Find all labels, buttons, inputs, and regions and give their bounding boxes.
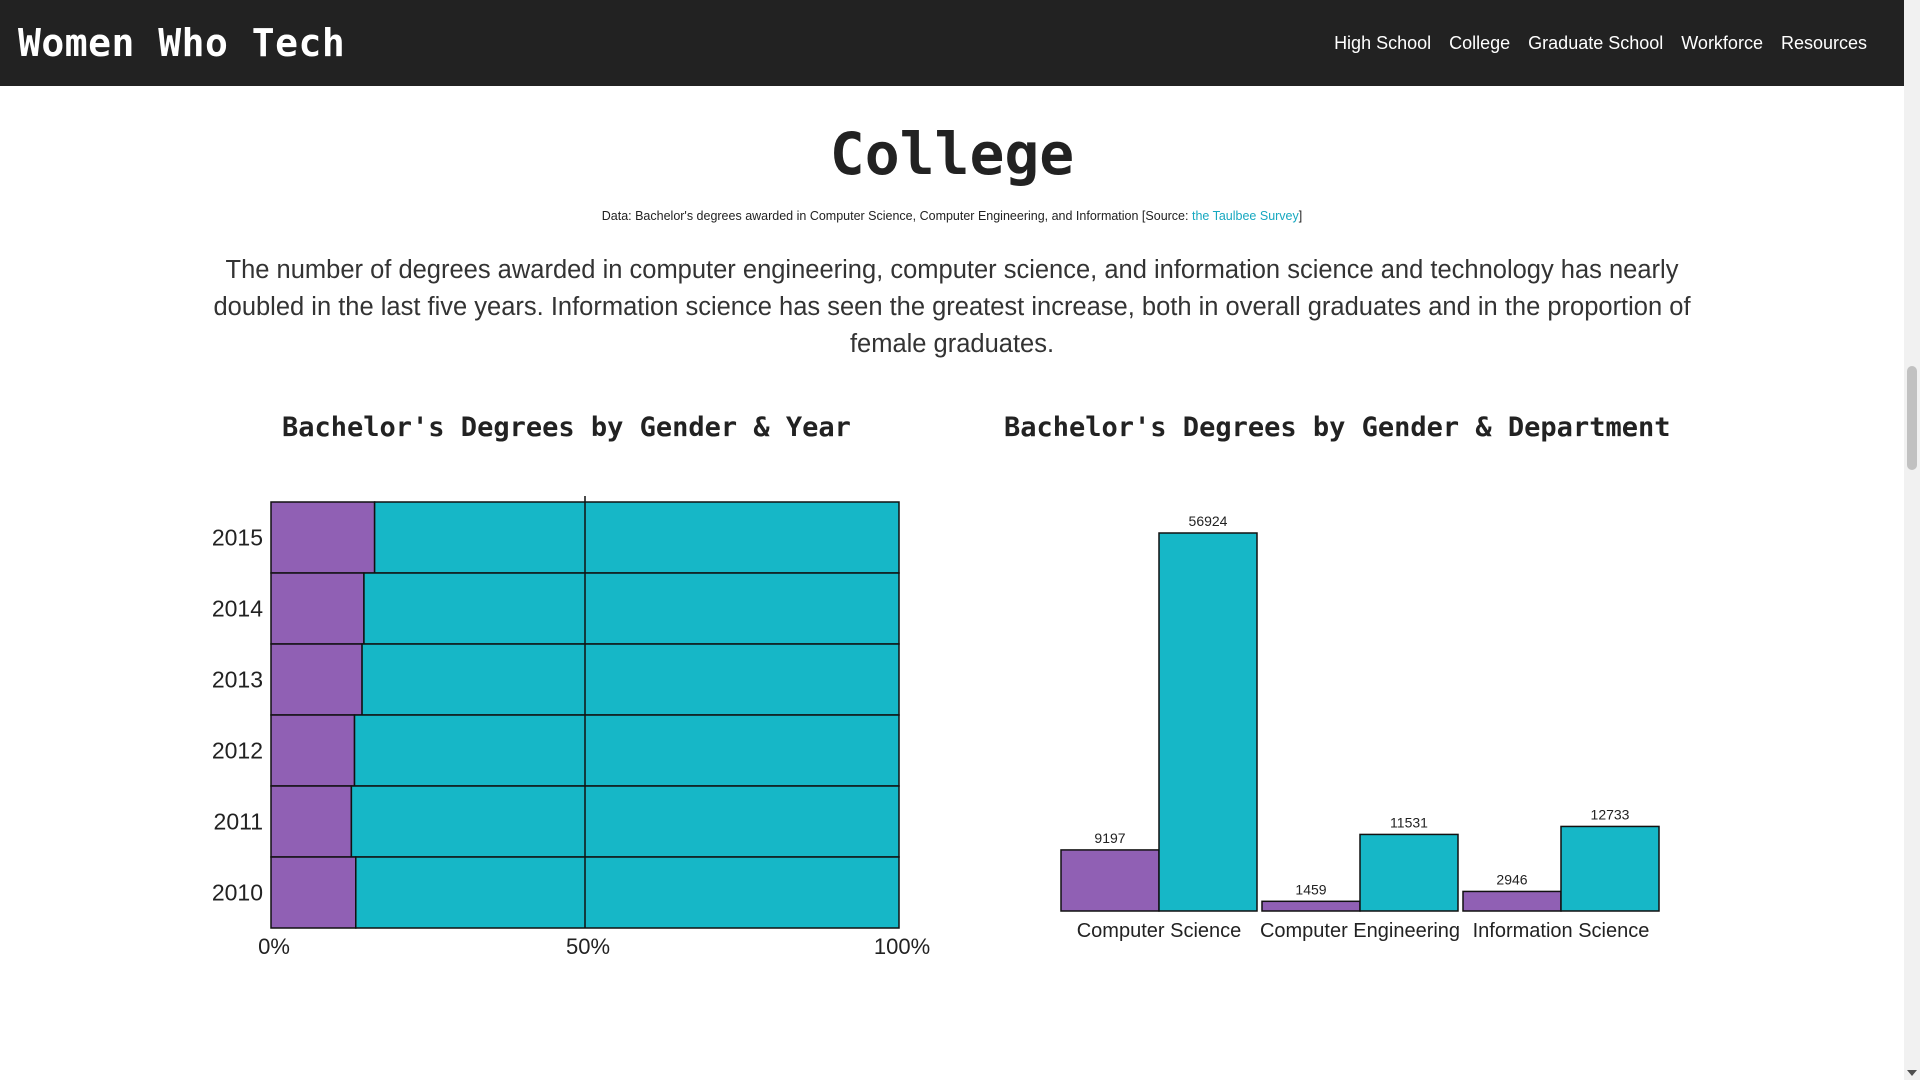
bar-male-2011 [350, 785, 900, 858]
source-prefix: Data: Bachelor's degrees awarded in Comp… [601, 209, 1192, 223]
bar-female-information-science [1462, 890, 1562, 912]
value-label-female-information-science: 2946 [1496, 871, 1527, 887]
bar-female-computer-engineering [1261, 900, 1361, 912]
nav-link-graduate-school[interactable]: Graduate School [1528, 32, 1664, 53]
category-label-computer-science: Computer Science [1077, 920, 1242, 942]
value-label-male-information-science: 12733 [1591, 806, 1630, 822]
bar-male-2010 [355, 856, 900, 929]
chart-title-gender-year: Bachelor's Degrees by Gender & Year [282, 412, 851, 443]
bar-male-computer-science [1158, 532, 1258, 912]
source-suffix: ] [1298, 209, 1303, 223]
year-label-2015: 2015 [212, 525, 263, 551]
year-label-2010: 2010 [212, 880, 263, 906]
brand-logo[interactable]: Women Who Tech [18, 21, 346, 65]
nav-link-resources[interactable]: Resources [1780, 32, 1867, 53]
year-label-2011: 2011 [214, 809, 263, 835]
bar-male-2013 [361, 643, 900, 716]
taulbee-survey-link[interactable]: the Taulbee Survey [1191, 209, 1299, 223]
x-tick-1: 50% [566, 934, 610, 959]
bar-male-2012 [353, 714, 900, 787]
value-label-female-computer-engineering: 1459 [1295, 881, 1326, 897]
intro-paragraph: The number of degrees awarded in compute… [213, 256, 1691, 358]
bar-female-2010 [270, 856, 357, 929]
vertical-scrollbar[interactable] [1904, 0, 1920, 1080]
bar-male-2014 [363, 572, 900, 645]
scroll-down-arrow-icon[interactable] [1907, 1070, 1917, 1076]
year-label-2013: 2013 [212, 667, 263, 693]
nav-link-high-school[interactable]: High School [1334, 32, 1432, 53]
category-label-information-science: Information Science [1473, 920, 1650, 942]
data-source-line: Data: Bachelor's degrees awarded in Comp… [0, 209, 1904, 223]
year-label-2014: 2014 [212, 596, 263, 622]
bar-male-computer-engineering [1359, 833, 1459, 912]
value-label-male-computer-engineering: 11531 [1390, 814, 1428, 830]
x-tick-0: 0% [258, 934, 290, 959]
x-tick-2: 100% [874, 934, 930, 959]
nav-link-workforce[interactable]: Workforce [1681, 32, 1763, 53]
bar-female-computer-science [1060, 849, 1160, 912]
value-label-female-computer-science: 9197 [1094, 830, 1125, 846]
navbar: Women Who Tech High School College Gradu… [0, 0, 1904, 86]
nav-links: High School College Graduate School Work… [1325, 33, 1876, 54]
category-label-computer-engineering: Computer Engineering [1260, 920, 1460, 942]
nav-link-college[interactable]: College [1449, 32, 1511, 53]
bar-female-2014 [270, 572, 365, 645]
bar-female-2013 [270, 643, 363, 716]
page-title: College [829, 120, 1075, 188]
bar-female-2012 [270, 714, 356, 787]
bar-male-2015 [373, 501, 900, 574]
bar-female-2011 [270, 785, 353, 858]
scrollbar-thumb[interactable] [1907, 366, 1917, 470]
bar-female-2015 [270, 501, 376, 574]
year-label-2012: 2012 [212, 738, 263, 764]
chart-title-gender-department: Bachelor's Degrees by Gender & Departmen… [1004, 412, 1671, 443]
bar-male-information-science [1560, 825, 1660, 912]
value-label-male-computer-science: 56924 [1189, 513, 1228, 529]
